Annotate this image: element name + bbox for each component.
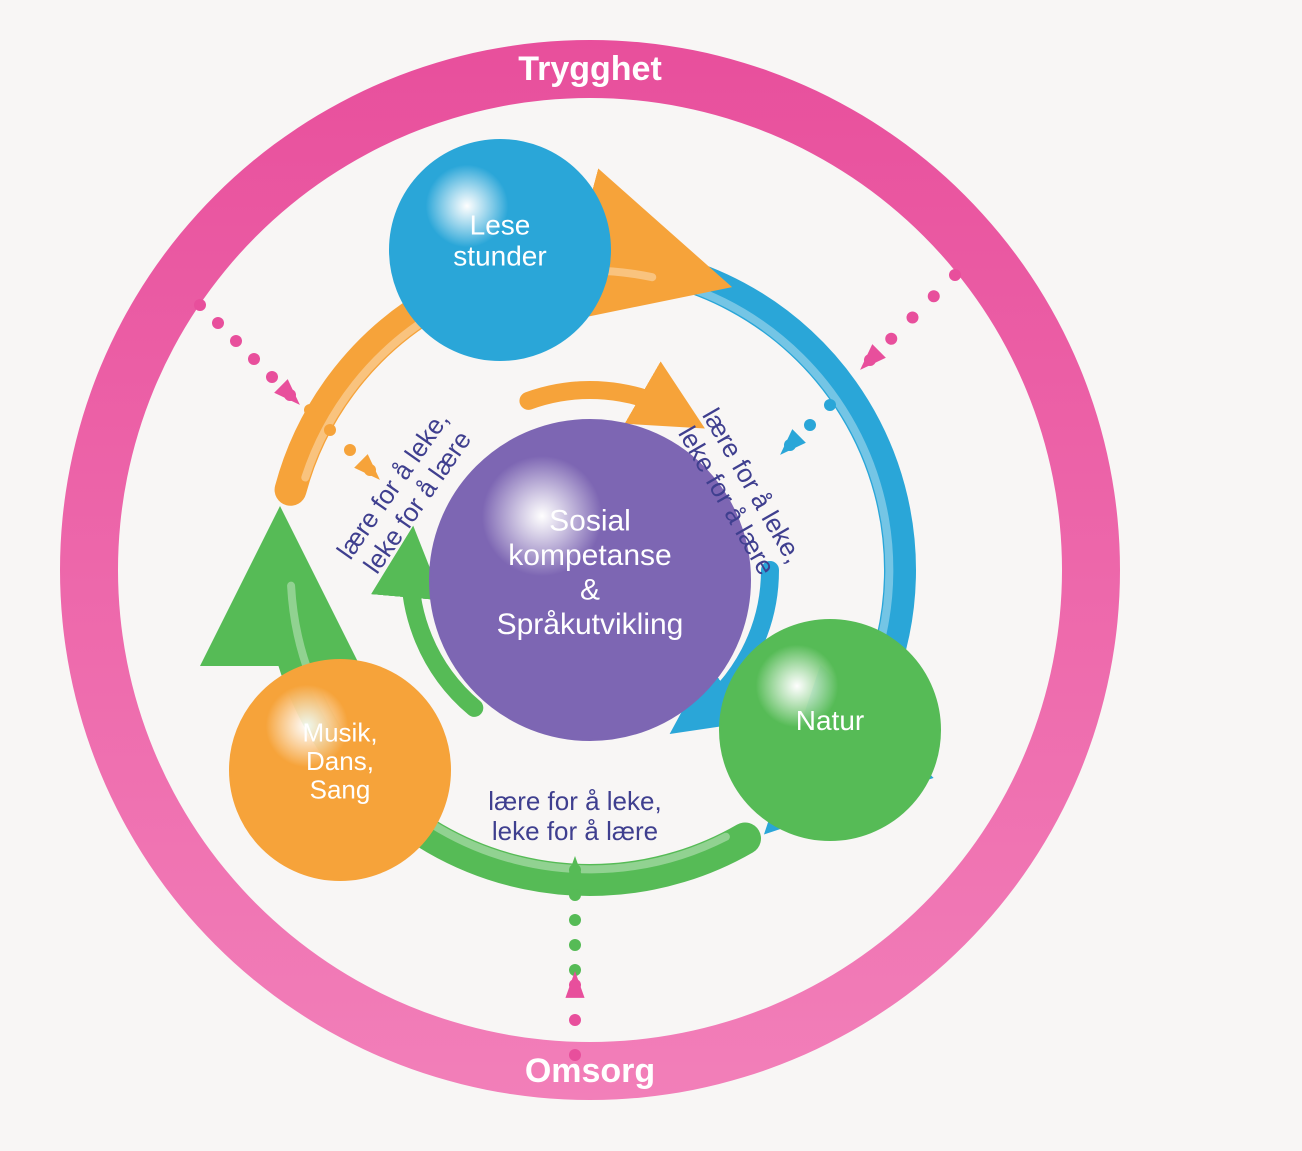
diagram-canvas: TrygghetOmsorgSosialkompetanse&Språkutvi… <box>0 0 1302 1151</box>
outer-ring-label-bottom: Omsorg <box>525 1052 655 1090</box>
node-musik-label: Musik,Dans,Sang <box>302 717 377 804</box>
node-natur-label: Natur <box>796 705 864 736</box>
svg-text:lære for å leke,leke for å lær: lære for å leke,leke for å lære <box>488 786 661 846</box>
outer-ring-label-top: Trygghet <box>518 50 662 88</box>
diagram-svg: TrygghetOmsorgSosialkompetanse&Språkutvi… <box>0 0 1302 1151</box>
motto-bottom: lære for å leke,leke for å lære <box>488 786 661 846</box>
